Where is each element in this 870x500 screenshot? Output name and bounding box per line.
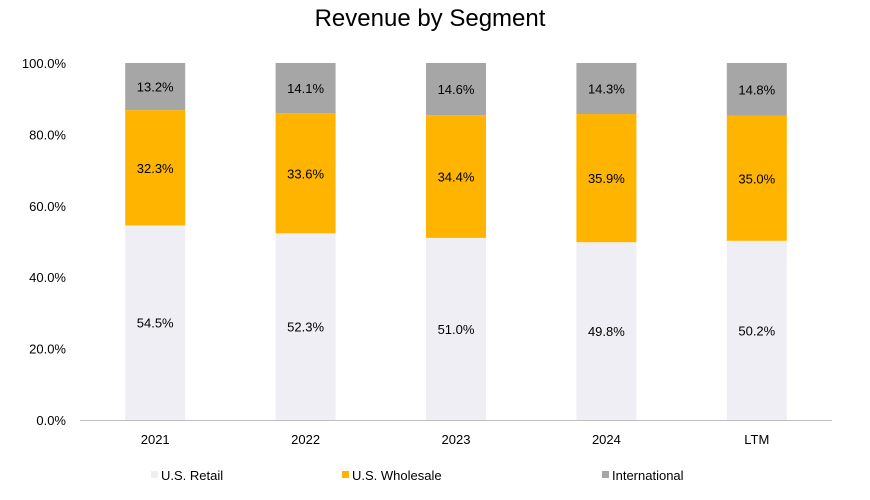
bar-segment-international <box>576 63 637 115</box>
data-label: 51.0% <box>438 322 475 337</box>
data-label: 14.8% <box>738 82 775 97</box>
y-tick-label: 60.0% <box>29 199 66 214</box>
bar-segment-international <box>125 63 186 111</box>
y-tick-label: 40.0% <box>29 270 66 285</box>
y-tick-label: 0.0% <box>36 413 66 428</box>
data-label: 35.9% <box>588 171 625 186</box>
data-label: 14.3% <box>588 82 625 97</box>
y-axis: 0.0% 20.0% 40.0% 60.0% 80.0% 100.0% <box>22 56 67 428</box>
x-tick-label: 2022 <box>291 432 320 447</box>
data-label: 34.4% <box>438 170 475 185</box>
data-label: 14.6% <box>438 82 475 97</box>
bar-segment-u-s-retail <box>576 242 637 420</box>
legend: U.S. Retail U.S. Wholesale International <box>151 468 684 483</box>
legend-swatch <box>602 471 609 478</box>
bar-segment-u-s-wholesale <box>275 113 336 234</box>
data-label: 35.0% <box>738 171 775 186</box>
x-tick-label: 2021 <box>141 432 170 447</box>
bar-segment-u-s-retail <box>726 240 787 420</box>
legend-label: U.S. Retail <box>161 468 223 483</box>
x-axis: 2021 2022 2023 2024 LTM <box>141 432 770 447</box>
legend-swatch <box>151 471 158 478</box>
bar-segment-international <box>426 63 486 116</box>
x-tick-label: 2023 <box>442 432 471 447</box>
legend-label: U.S. Wholesale <box>352 468 442 483</box>
bar-segment-u-s-retail <box>275 233 336 420</box>
data-label: 32.3% <box>137 161 174 176</box>
bars: 54.5% 32.3% 13.2% 52.3% 33.6% 14.1% 51.0% 34.4%… <box>125 63 787 420</box>
data-label: 14.1% <box>287 81 324 96</box>
legend-swatch <box>342 471 349 478</box>
x-tick-label: LTM <box>744 432 769 447</box>
x-tick-label: 2024 <box>592 432 621 447</box>
data-label: 54.5% <box>137 316 174 331</box>
bar-segment-international <box>726 63 787 116</box>
bar-segment-u-s-wholesale <box>576 114 637 243</box>
bar-segment-u-s-wholesale <box>726 115 787 241</box>
bar-segment-international <box>275 63 336 114</box>
bar-segment-u-s-wholesale <box>426 115 486 238</box>
data-label: 50.2% <box>738 323 775 338</box>
bar-segment-u-s-retail <box>125 225 186 420</box>
data-label: 13.2% <box>137 80 174 95</box>
legend-label: International <box>612 468 684 483</box>
chart-title: Revenue by Segment <box>315 5 546 32</box>
data-label: 52.3% <box>287 320 324 335</box>
data-label: 33.6% <box>287 166 324 181</box>
y-tick-label: 20.0% <box>29 342 66 357</box>
y-tick-label: 100.0% <box>22 56 67 71</box>
y-tick-label: 80.0% <box>29 127 66 142</box>
data-label: 49.8% <box>588 324 625 339</box>
bar-segment-u-s-wholesale <box>125 110 186 226</box>
bar-segment-u-s-retail <box>426 237 486 420</box>
